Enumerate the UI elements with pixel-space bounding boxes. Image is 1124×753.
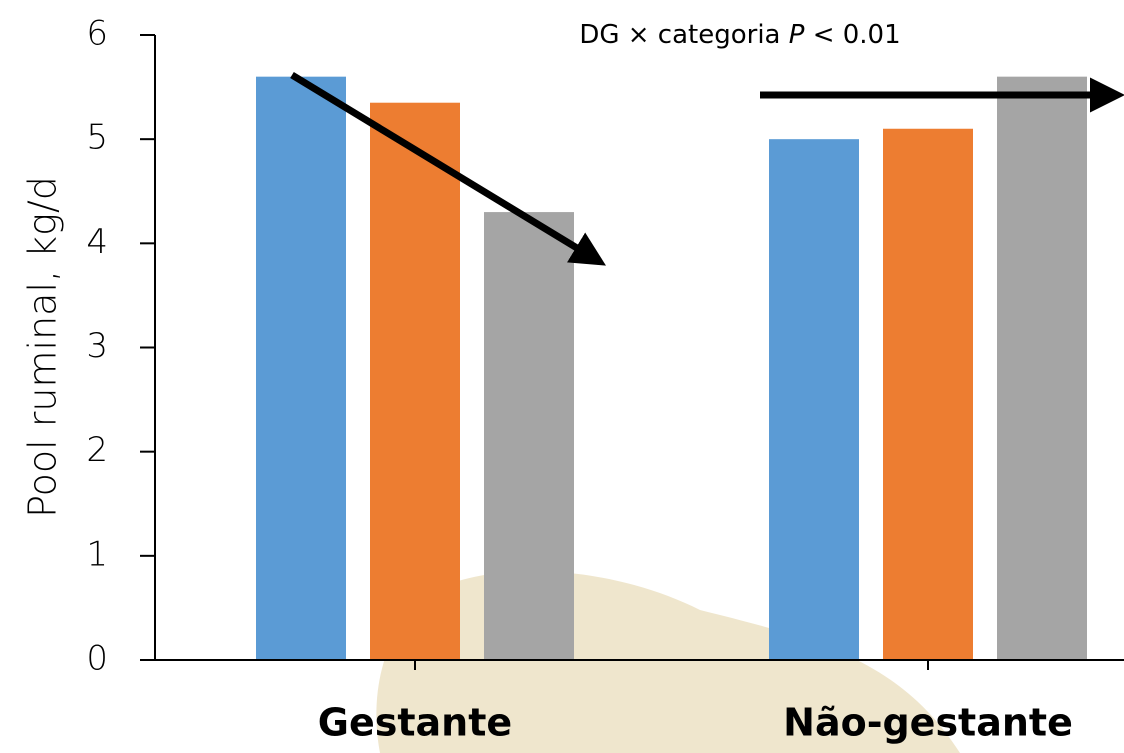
bar	[769, 139, 859, 660]
annotation: DG × categoria P < 0.01	[579, 20, 900, 50]
y-tick-label: 1	[86, 534, 108, 574]
y-tick-label: 5	[86, 118, 108, 158]
x-tick-label: Não-gestante	[783, 701, 1073, 745]
bar	[997, 76, 1087, 660]
y-tick-label: 3	[86, 326, 108, 366]
x-tick-label: Gestante	[318, 701, 512, 745]
bar	[883, 128, 973, 660]
bar	[484, 212, 574, 661]
y-tick-label: 0	[86, 639, 108, 679]
bar	[370, 102, 460, 661]
trend-arrow	[290, 72, 606, 266]
y-tick-label: 2	[86, 430, 108, 470]
y-tick-label: 6	[86, 14, 108, 54]
y-tick-label: 4	[86, 222, 108, 262]
y-axis-title: Pool ruminal, kg/d	[21, 176, 65, 518]
bar	[256, 76, 346, 660]
